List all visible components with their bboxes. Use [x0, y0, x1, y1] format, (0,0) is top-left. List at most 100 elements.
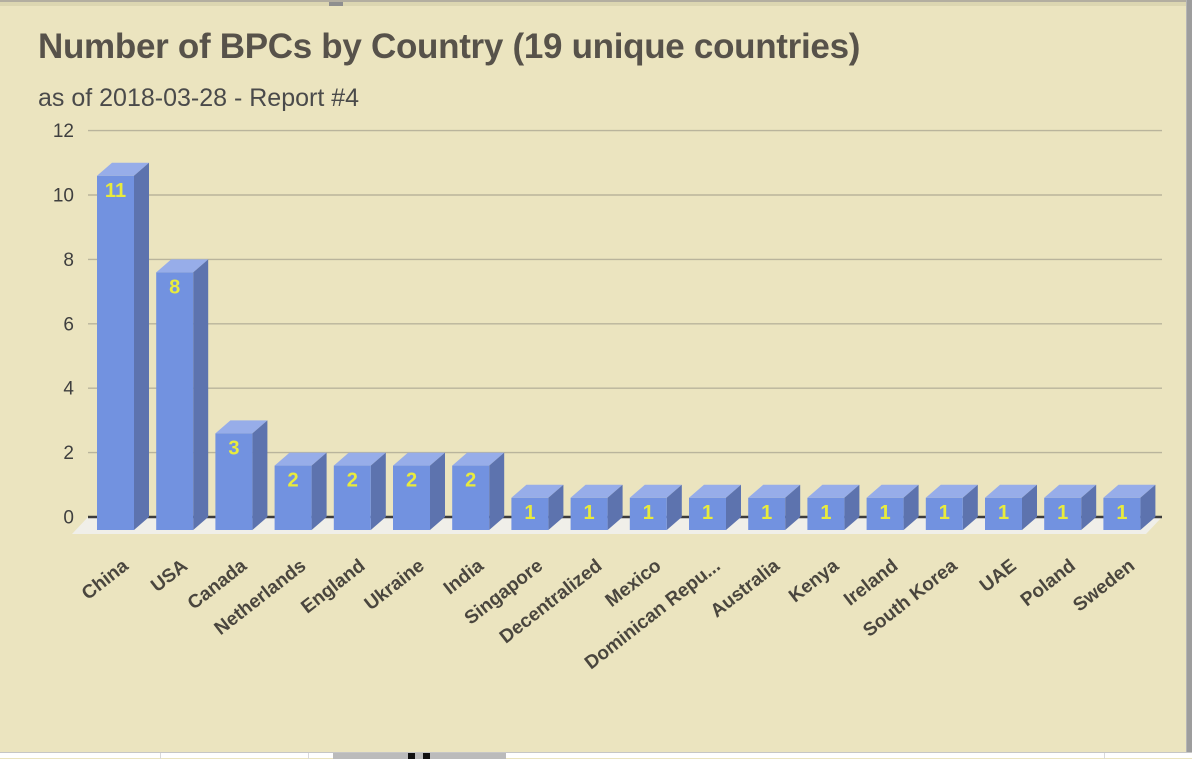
bar-value-uae: 1	[998, 502, 1009, 524]
bar-netherlands[interactable]	[274, 465, 312, 530]
bar-top-south-korea	[925, 484, 978, 498]
bar-top-china	[97, 162, 149, 176]
bar-value-usa: 8	[169, 276, 180, 298]
window-top-edge-mark	[329, 2, 343, 6]
bar-value-south-korea: 1	[939, 502, 950, 524]
bar-side-china	[134, 162, 149, 531]
bar-top-usa	[156, 259, 209, 273]
y-tick-label-2: 2	[63, 443, 74, 464]
bar-ireland[interactable]	[866, 497, 904, 530]
bar-side-mexico	[666, 484, 682, 530]
bar-uae[interactable]	[985, 497, 1022, 530]
clipped-row-below-chart	[0, 752, 1192, 759]
bar-side-kenya	[844, 484, 860, 530]
bar-value-australia: 1	[761, 502, 772, 524]
bar-decentralized[interactable]	[570, 497, 608, 530]
bar-value-ireland: 1	[880, 502, 891, 524]
bar-top-ukraine	[393, 452, 445, 466]
cell-divider	[160, 753, 161, 759]
chart-title: Number of BPCs by Country (19 unique cou…	[38, 27, 861, 66]
cell-divider	[308, 753, 309, 759]
bar-value-poland: 1	[1057, 502, 1068, 524]
bar-china[interactable]	[97, 175, 134, 531]
bar-value-sweden: 1	[1116, 502, 1127, 524]
y-tick-label-6: 6	[63, 314, 74, 335]
cell-divider	[1104, 753, 1105, 759]
bar-top-canada	[215, 420, 268, 434]
bar-value-singapore: 1	[524, 502, 535, 524]
bar-sweden[interactable]	[1103, 497, 1141, 530]
bar-side-poland	[1081, 484, 1097, 530]
y-tick-label-4: 4	[63, 379, 74, 400]
x-label-kenya: Kenya	[785, 555, 843, 607]
bar-singapore[interactable]	[511, 497, 549, 530]
bar-dominican-repu[interactable]	[689, 497, 726, 530]
bar-side-ireland	[903, 484, 919, 530]
clipped-text-mark	[423, 753, 430, 759]
bar-side-ukraine	[430, 452, 445, 530]
bar-top-india	[452, 452, 505, 466]
bar-top-decentralized	[570, 484, 623, 498]
x-label-sweden: Sweden	[1069, 555, 1139, 616]
bar-side-decentralized	[607, 484, 623, 530]
bar-side-sweden	[1140, 484, 1156, 530]
bar-poland[interactable]	[1044, 497, 1082, 530]
bar-side-uae	[1022, 484, 1037, 530]
x-label-ukraine: Ukraine	[361, 555, 429, 614]
bar-australia[interactable]	[748, 497, 786, 530]
bar-canada[interactable]	[215, 433, 253, 530]
x-label-india: India	[440, 555, 488, 599]
bar-top-australia	[748, 484, 801, 498]
bar-value-ukraine: 2	[406, 470, 417, 492]
x-label-decentralized: Decentralized	[496, 555, 606, 648]
x-label-england: England	[297, 555, 369, 618]
bar-side-australia	[785, 484, 801, 530]
bar-top-poland	[1044, 484, 1097, 498]
bar-usa[interactable]	[156, 272, 194, 530]
bar-side-singapore	[548, 484, 564, 530]
bar-value-england: 2	[347, 470, 358, 492]
y-tick-label-8: 8	[63, 250, 74, 271]
bar-top-sweden	[1103, 484, 1156, 498]
bar-side-india	[489, 452, 505, 530]
y-tick-label-12: 12	[53, 121, 74, 142]
bar-value-netherlands: 2	[288, 470, 299, 492]
x-label-usa: USA	[147, 555, 192, 596]
window-top-edge	[0, 0, 1192, 6]
bar-side-south-korea	[962, 484, 978, 530]
bar-value-decentralized: 1	[584, 502, 595, 524]
clipped-text-mark	[408, 753, 415, 759]
bar-side-usa	[193, 259, 209, 530]
window-right-scrollbar[interactable]	[1186, 0, 1192, 752]
bar-top-dominican-repu	[689, 484, 741, 498]
bar-kenya[interactable]	[807, 497, 845, 530]
bar-side-dominican-repu	[726, 484, 741, 530]
bar-top-mexico	[629, 484, 682, 498]
bar-south-korea[interactable]	[925, 497, 963, 530]
bar-side-canada	[252, 420, 268, 530]
bar-value-dominican-repu: 1	[702, 502, 713, 524]
x-label-poland: Poland	[1017, 555, 1080, 611]
bar-value-canada: 3	[228, 437, 239, 459]
bar-top-ireland	[866, 484, 919, 498]
bar-value-mexico: 1	[643, 502, 654, 524]
x-label-uae: UAE	[976, 555, 1021, 596]
bar-top-singapore	[511, 484, 564, 498]
x-label-china: China	[78, 555, 133, 604]
bar-top-kenya	[807, 484, 860, 498]
bar-top-uae	[985, 484, 1037, 498]
bar-value-india: 2	[465, 470, 476, 492]
bar-india[interactable]	[452, 465, 490, 530]
bar-side-england	[370, 452, 386, 530]
bar-england[interactable]	[333, 465, 371, 530]
bar-value-kenya: 1	[820, 502, 831, 524]
bar-top-england	[333, 452, 386, 466]
chart-subtitle: as of 2018-03-28 - Report #4	[38, 84, 360, 112]
bar-ukraine[interactable]	[393, 465, 430, 530]
bar-value-china: 11	[105, 180, 126, 202]
bar-side-netherlands	[311, 452, 327, 530]
bar-mexico[interactable]	[629, 497, 667, 530]
y-tick-label-10: 10	[53, 186, 74, 207]
bar-top-netherlands	[274, 452, 327, 466]
